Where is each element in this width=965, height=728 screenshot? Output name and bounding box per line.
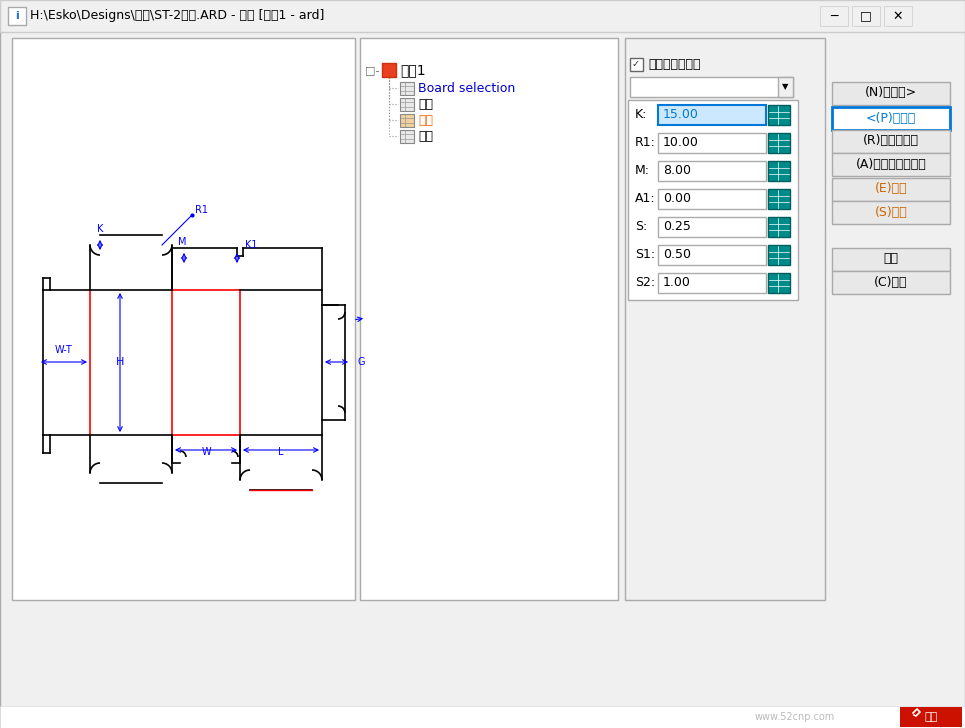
Bar [625, 38, 825, 600]
Text: 设计1: 设计1 [400, 63, 426, 77]
Bar [832, 271, 950, 294]
Bar [778, 77, 793, 97]
Text: M: M [178, 237, 186, 247]
Text: □: □ [860, 9, 871, 23]
Bar [400, 130, 414, 143]
Bar [832, 201, 950, 224]
Text: A1:: A1: [635, 192, 655, 205]
Text: S1:: S1: [635, 248, 655, 261]
Bar [0, 0, 965, 32]
Bar [400, 82, 414, 95]
Text: (C)取消: (C)取消 [874, 275, 908, 288]
Text: K:: K: [635, 108, 648, 122]
Bar [382, 63, 396, 77]
Bar [12, 38, 355, 600]
Bar [628, 100, 798, 300]
Text: L: L [278, 447, 284, 457]
Text: 1.00: 1.00 [663, 277, 691, 290]
Bar [658, 161, 766, 181]
Text: 15.00: 15.00 [663, 108, 699, 122]
Bar [884, 6, 912, 26]
Text: <(P)先前的: <(P)先前的 [866, 111, 916, 124]
Text: 插舌: 插舌 [418, 114, 433, 127]
Text: □-: □- [365, 65, 379, 75]
Bar [0, 706, 965, 728]
Bar [400, 98, 414, 111]
Bar [768, 245, 790, 265]
Text: (S)复位: (S)复位 [874, 205, 907, 218]
Text: 0.25: 0.25 [663, 221, 691, 234]
Bar [820, 6, 848, 26]
Bar [768, 189, 790, 209]
Bar [832, 130, 950, 153]
Text: (E)编辑: (E)编辑 [874, 183, 907, 196]
Text: ▼: ▼ [782, 82, 788, 92]
Bar [832, 153, 950, 176]
Bar [768, 161, 790, 181]
Text: i: i [15, 11, 19, 21]
Text: 耳朵: 耳朵 [418, 130, 433, 143]
Text: 确定: 确定 [884, 253, 898, 266]
Bar [658, 217, 766, 237]
Bar [768, 273, 790, 293]
Bar [768, 105, 790, 125]
Text: S:: S: [635, 221, 648, 234]
Bar [630, 58, 643, 71]
Text: M:: M: [635, 165, 650, 178]
Text: Board selection: Board selection [418, 82, 515, 95]
Text: W: W [201, 447, 210, 457]
Text: www.52cnp.com: www.52cnp.com [755, 712, 836, 722]
Text: W-T: W-T [55, 345, 73, 355]
Text: 0.00: 0.00 [663, 192, 691, 205]
Bar [832, 107, 950, 130]
Text: H:\Esko\Designs\双插\ST-2双插.ARD - 插舌 [设计1 - ard]: H:\Esko\Designs\双插\ST-2双插.ARD - 插舌 [设计1 … [30, 9, 324, 23]
Text: 8.00: 8.00 [663, 165, 691, 178]
Text: S2:: S2: [635, 277, 655, 290]
Bar [630, 77, 793, 97]
Bar [768, 217, 790, 237]
Text: 10.00: 10.00 [663, 136, 699, 149]
Bar [658, 189, 766, 209]
Text: R1: R1 [195, 205, 208, 215]
Bar [658, 273, 766, 293]
Bar [360, 38, 618, 600]
Text: 0.50: 0.50 [663, 248, 691, 261]
Text: K: K [96, 224, 103, 234]
Text: ─: ─ [830, 9, 838, 23]
Bar [832, 82, 950, 105]
Bar [900, 707, 962, 727]
Bar [658, 105, 766, 125]
Text: 华印: 华印 [924, 712, 938, 722]
Bar [658, 245, 766, 265]
Text: ✕: ✕ [893, 9, 903, 23]
Text: 主体: 主体 [418, 98, 433, 111]
Bar [400, 114, 414, 127]
Text: (R)重新初始化: (R)重新初始化 [863, 135, 919, 148]
Text: (N)下一个>: (N)下一个> [865, 87, 917, 100]
Bar [768, 133, 790, 153]
Bar [832, 248, 950, 271]
Text: H: H [116, 357, 124, 367]
Bar [832, 178, 950, 201]
Text: R1:: R1: [635, 136, 656, 149]
Text: K1: K1 [245, 240, 258, 250]
Text: G: G [358, 357, 366, 367]
Bar [852, 6, 880, 26]
Text: ✓: ✓ [632, 59, 640, 69]
Bar [658, 133, 766, 153]
Text: (A)全部重新初始化: (A)全部重新初始化 [856, 157, 926, 170]
Text: 自动初始化变量: 自动初始化变量 [648, 58, 701, 71]
Bar [8, 7, 26, 25]
